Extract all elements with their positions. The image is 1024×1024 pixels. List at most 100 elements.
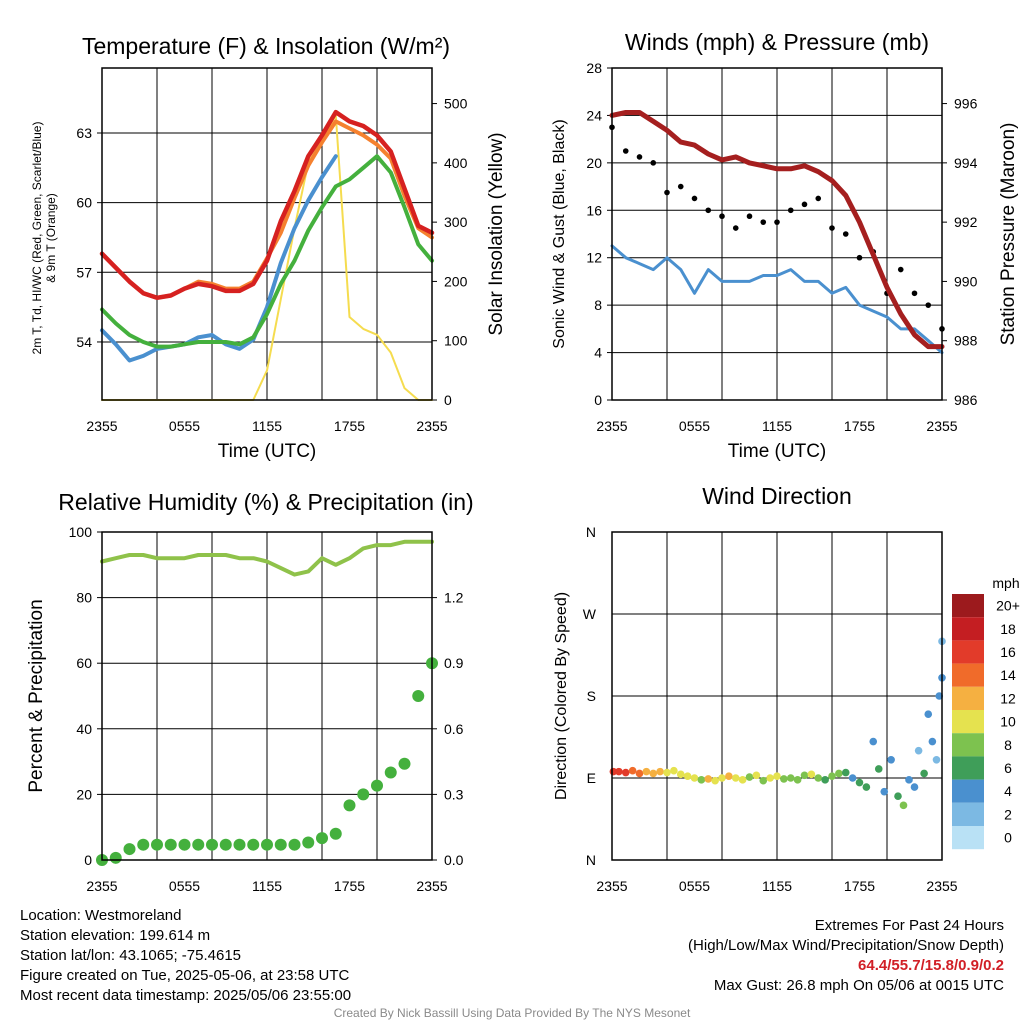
x-tick-label: 2355	[596, 878, 627, 894]
extremes-values: 64.4/55.7/15.8/0.9/0.2	[858, 957, 1004, 974]
pressure-line	[609, 110, 945, 350]
gust-point	[650, 160, 657, 166]
y-tick-label: 40	[76, 721, 92, 737]
extremes-title: Extremes For Past 24 Hours	[814, 917, 1004, 934]
precip-point	[123, 843, 136, 856]
direction-point	[841, 768, 850, 777]
direction-point	[683, 772, 692, 780]
legend-label: 6	[1004, 760, 1012, 776]
x-tick-label: 0555	[169, 418, 200, 434]
y-right-tick-label: 996	[954, 96, 978, 112]
direction-point	[786, 774, 795, 782]
station-info: Location: Westmoreland Station elevation…	[20, 906, 351, 1006]
x-tick-label: 1755	[334, 878, 365, 894]
direction-point	[711, 776, 719, 785]
gust-point	[746, 213, 753, 220]
precip-point	[343, 799, 356, 812]
figure-created: Figure created on Tue, 2025-05-06, at 23…	[20, 967, 350, 984]
y-axis-label-line: & 9m T (Orange)	[44, 193, 58, 283]
legend-label: 20+	[996, 598, 1020, 614]
gust-point	[760, 219, 767, 225]
gust-point	[787, 207, 794, 214]
y-right-tick-label: 300	[444, 214, 468, 230]
panel-3: Relative Humidity (%) & Precipitation (i…	[26, 489, 474, 894]
station-location: Location: Westmoreland	[20, 907, 182, 924]
y-tick-label: 4	[594, 345, 602, 361]
humidity-line	[100, 539, 434, 577]
legend-label: 2	[1004, 806, 1012, 822]
precip-point	[357, 788, 370, 801]
direction-point	[656, 767, 664, 776]
direction-point	[752, 771, 761, 780]
gust-point	[774, 219, 780, 225]
y-tick-label: S	[587, 688, 596, 704]
temp-2m-line	[99, 109, 435, 301]
x-tick-label: 1155	[762, 878, 792, 894]
gust-point	[801, 201, 808, 208]
gust-point	[815, 195, 822, 202]
y-axis-label: 2m T, Td, HI/WC (Red, Green, Scarlet/Blu…	[30, 122, 58, 355]
legend-swatch	[952, 640, 984, 664]
x-tick-label: 0555	[169, 878, 200, 894]
direction-point	[663, 768, 671, 777]
direction-point	[807, 770, 816, 779]
precip-point	[164, 838, 177, 851]
direction-point	[718, 774, 726, 782]
precip-point	[371, 779, 383, 792]
legend-label: 4	[1004, 783, 1012, 799]
y-tick-label: 80	[76, 590, 92, 606]
direction-point	[628, 766, 637, 775]
y-right-tick-label: 400	[444, 155, 468, 171]
legend-label: 18	[1000, 621, 1016, 637]
direction-point	[880, 787, 889, 796]
precip-point	[261, 838, 273, 851]
y-right-axis-label: Solar Insolation (Yellow)	[486, 132, 507, 335]
direction-point	[731, 774, 740, 782]
direction-point	[935, 692, 944, 700]
y-tick-label: 60	[76, 655, 92, 671]
plot-frame	[611, 67, 943, 401]
direction-point	[814, 774, 823, 782]
y-right-tick-label: 994	[954, 155, 978, 171]
direction-point	[642, 767, 651, 776]
panel-1: Temperature (F) & Insolation (W/m²) 2355 0…	[30, 33, 507, 462]
y-right-axis-label: Station Pressure (Maroon)	[998, 123, 1019, 346]
meteogram-charts: Temperature (F) & Insolation (W/m²) 2355 0…	[26, 29, 1020, 894]
panel-title: Temperature (F) & Insolation (W/m²)	[82, 33, 450, 59]
gust-point	[622, 148, 629, 154]
legend-title: mph	[992, 575, 1019, 591]
x-tick-label: 0555	[679, 418, 710, 434]
panel-2: Winds (mph) & Pressure (mb) 2355 0555 1155 1…	[551, 29, 1019, 462]
direction-point	[835, 769, 843, 778]
precip-point	[302, 836, 315, 849]
x-tick-label: 2355	[926, 878, 957, 894]
legend-label: 12	[1000, 690, 1016, 706]
precip-point	[384, 766, 397, 779]
x-tick-label: 2355	[86, 418, 117, 434]
direction-point	[635, 769, 644, 778]
x-tick-label: 2355	[416, 418, 447, 434]
legend-swatch	[952, 802, 984, 826]
precip-point	[137, 838, 150, 851]
y-tick-label: 20	[76, 786, 92, 802]
direction-point	[738, 776, 747, 784]
panel-title: Wind Direction	[702, 483, 852, 509]
credit-line: Created By Nick Bassill Using Data Provi…	[333, 1006, 691, 1020]
x-tick-label: 2355	[926, 418, 957, 434]
legend-label: 16	[1000, 644, 1016, 660]
y-right-tick-label: 100	[444, 333, 468, 349]
y-tick-label: 60	[76, 195, 92, 211]
y-right-tick-label: 200	[444, 273, 468, 289]
precip-point	[316, 832, 328, 845]
direction-point	[924, 710, 933, 719]
precip-point	[192, 838, 205, 851]
y-tick-label: 16	[586, 202, 602, 218]
legend-swatch	[952, 686, 984, 710]
direction-point	[704, 775, 713, 783]
y-tick-label: 12	[586, 250, 602, 266]
direction-point	[932, 755, 941, 764]
legend-swatch	[952, 756, 984, 780]
y-axis-label: Percent & Precipitation	[26, 599, 47, 792]
y-right-tick-label: 0.0	[444, 852, 464, 868]
direction-point	[821, 776, 829, 784]
